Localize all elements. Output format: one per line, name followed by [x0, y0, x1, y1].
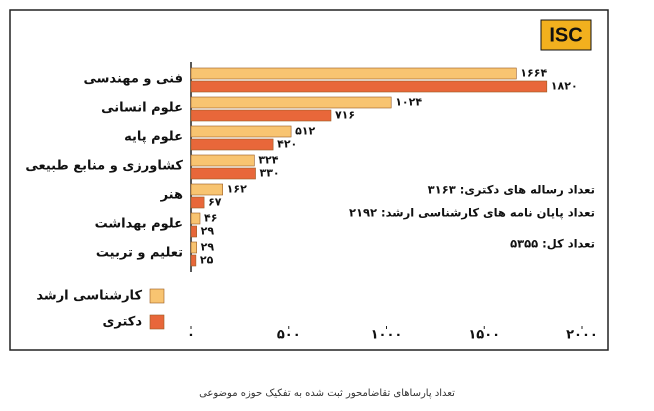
- x-tick-label: ۱۵۰۰: [468, 328, 500, 343]
- bar: [190, 241, 197, 254]
- value-label: ۲۹: [201, 225, 215, 238]
- bar: [190, 167, 256, 180]
- bar: [190, 225, 197, 238]
- bar: [190, 80, 548, 93]
- x-tick-label: ۲۰۰۰: [566, 328, 598, 343]
- category-label: علوم پایه: [124, 130, 183, 145]
- bar: [190, 254, 197, 267]
- logo-box: [540, 19, 592, 51]
- x-tick-label: ۰: [187, 328, 195, 343]
- bar: [190, 109, 332, 122]
- annotation: تعداد کل: ۵۳۵۵: [510, 237, 595, 251]
- bar: [190, 125, 292, 138]
- value-label: ۵۱۲: [295, 125, 315, 138]
- x-tick-label: ۱۰۰۰: [371, 328, 403, 343]
- value-label: ۲۹: [201, 241, 215, 254]
- bar: [190, 212, 201, 225]
- bar: [190, 196, 205, 209]
- category-label: کشاورزی و منابع طبیعی: [25, 159, 183, 174]
- category-label: علوم انسانی: [101, 101, 183, 116]
- value-label: ۷۱۶: [335, 109, 355, 122]
- value-label: ۶۷: [208, 196, 222, 209]
- value-label: ۱۸۲۰: [551, 80, 578, 93]
- category-label: فنی و مهندسی: [84, 72, 184, 87]
- legend-label: کارشناسی ارشد: [36, 289, 142, 304]
- category-label: هنر: [160, 188, 183, 203]
- category-label: تعلیم و تربیت: [96, 246, 183, 261]
- value-label: ۳۲۴: [258, 154, 278, 167]
- bar: [190, 183, 223, 196]
- legend-label: دکتری: [102, 315, 142, 330]
- value-label: ۴۲۰: [277, 138, 297, 151]
- annotation: تعداد رساله های دکتری: ۳۱۶۳: [428, 183, 595, 197]
- frame: [9, 9, 609, 351]
- x-tick-label: ۵۰۰: [277, 328, 301, 343]
- bar: [190, 96, 392, 109]
- annotation: تعداد پایان نامه های کارشناسی ارشد: ۲۱۹۲: [349, 206, 595, 220]
- legend-swatch: [149, 288, 165, 304]
- bar: [190, 138, 274, 151]
- value-label: ۱۶۲: [227, 183, 247, 196]
- legend-swatch: [149, 314, 165, 330]
- value-label: ۴۶: [204, 212, 217, 225]
- value-label: ۱۶۶۴: [520, 67, 547, 80]
- value-label: ۳۳۰: [260, 167, 280, 180]
- logo: ISC: [549, 24, 582, 46]
- bar: [190, 67, 517, 80]
- value-label: ۲۵: [200, 254, 214, 267]
- bar: [190, 154, 255, 167]
- value-label: ۱۰۲۴: [395, 96, 422, 109]
- caption: تعداد پارسا‌های تقاضامحور ثبت شده به تفک…: [199, 388, 455, 399]
- category-label: علوم بهداشت: [95, 217, 183, 232]
